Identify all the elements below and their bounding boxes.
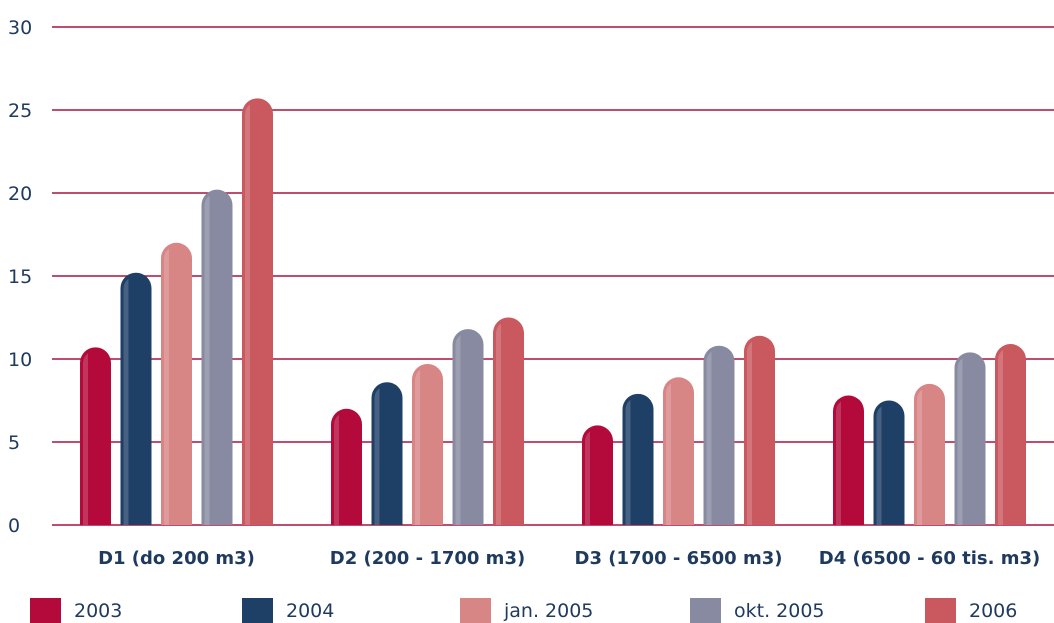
bars	[80, 98, 1026, 526]
bar	[493, 317, 524, 525]
bar	[833, 395, 864, 525]
y-tick-label: 10	[8, 349, 32, 371]
legend-item: 2003	[30, 598, 122, 623]
y-axis-ticks: 0 5 10 15 20 25 30	[8, 17, 32, 537]
x-axis-labels: D1 (do 200 m3) D2 (200 - 1700 m3) D3 (1700…	[98, 548, 1040, 569]
bar	[161, 242, 192, 526]
legend-swatch	[242, 598, 273, 623]
legend-swatch	[925, 598, 956, 623]
y-tick-label: 5	[8, 432, 20, 454]
x-category-label: D4 (6500 - 60 tis. m3)	[819, 548, 1040, 569]
bar	[873, 400, 905, 525]
legend-swatch	[460, 598, 491, 623]
bar	[703, 345, 735, 525]
bar	[995, 344, 1026, 525]
x-category-label: D1 (do 200 m3)	[98, 548, 255, 569]
y-tick-label: 30	[8, 17, 32, 39]
bar	[622, 393, 654, 525]
bar	[80, 347, 111, 525]
legend-item: jan. 2005	[460, 598, 593, 623]
legend-item: 2006	[925, 598, 1017, 623]
legend-label: 2004	[286, 600, 334, 622]
bar	[331, 408, 362, 525]
y-tick-label: 25	[8, 100, 32, 122]
legend-swatch	[30, 598, 61, 623]
bar	[914, 383, 945, 525]
x-category-label: D3 (1700 - 6500 m3)	[575, 548, 783, 569]
bar	[120, 272, 152, 525]
legend-swatch	[690, 598, 721, 623]
x-category-label: D2 (200 - 1700 m3)	[330, 548, 525, 569]
bar	[242, 98, 273, 525]
bar	[201, 189, 233, 525]
legend-label: jan. 2005	[503, 600, 593, 622]
y-tick-label: 20	[8, 183, 32, 205]
bar	[371, 382, 403, 525]
bar	[744, 335, 775, 525]
bar	[582, 425, 613, 525]
legend-item: 2004	[242, 598, 334, 623]
y-tick-label: 15	[8, 266, 32, 288]
bar	[663, 377, 694, 525]
legend-label: 2006	[969, 600, 1017, 622]
legend: 2003 2004 jan. 2005 okt. 2005 2006	[30, 598, 1017, 623]
bar	[412, 363, 443, 525]
legend-item: okt. 2005	[690, 598, 825, 623]
legend-label: okt. 2005	[734, 600, 825, 622]
legend-label: 2003	[74, 600, 122, 622]
bar	[954, 352, 986, 525]
y-tick-label: 0	[8, 515, 20, 537]
bar	[452, 329, 484, 525]
